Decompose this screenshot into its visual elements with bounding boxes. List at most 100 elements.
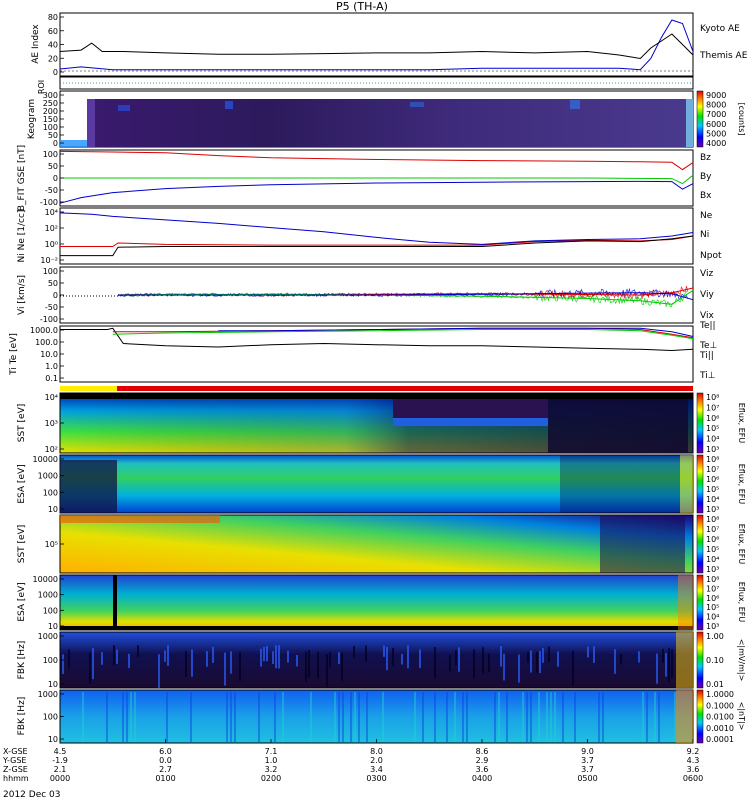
series-line-bfield-2	[59, 180, 694, 204]
cbtick-label-keogram: 9000	[706, 91, 726, 100]
keogram-ylabel: Keogram	[27, 99, 37, 139]
legend-themis-ae: Themis AE	[699, 51, 748, 61]
fbk-e-stripe	[167, 645, 169, 666]
fbk-e-stripe	[572, 651, 574, 686]
fbk-e-stripe	[401, 654, 403, 665]
fbk-b-stripe	[334, 692, 336, 742]
fbk-b-stripe	[598, 692, 600, 742]
ytick-label-ae: 60	[48, 27, 58, 36]
fbk-b-stripe	[350, 692, 352, 742]
ytick-label-velocity: 50	[48, 279, 58, 288]
ytick-label-velocity: -50	[45, 303, 58, 312]
fbk-e-ylabel: FBK [Hz]	[17, 641, 27, 680]
ytick-label-bfield: 100	[43, 150, 58, 159]
cbtick-label-sst-elec: 10⁴	[706, 555, 719, 564]
fbk-e-stripe	[665, 653, 667, 677]
fbk-b-stripe	[358, 692, 360, 742]
x-tick-label: 3.7	[581, 765, 594, 774]
ytick-label-esa-ion: 10000	[33, 455, 58, 464]
esa-elec-colorbar	[696, 574, 704, 631]
legend-vix: Vix	[700, 311, 714, 321]
cbtick-label-fbk-b: 0.0010	[706, 724, 734, 733]
ytick-label-keogram: 150	[43, 115, 58, 124]
ytick-label-density: 10²	[45, 224, 58, 233]
series-line-temperature-0	[60, 327, 694, 352]
keogram-colorbar	[696, 90, 704, 148]
fbk-e-stripe	[308, 650, 310, 678]
ytick-label-keogram: 200	[43, 107, 58, 116]
x-tick-label: 3.6	[687, 765, 700, 774]
fbk-e-colorbar-label: <|mV/m|>	[737, 639, 746, 682]
fbk-b-stripe	[654, 692, 656, 742]
cbtick-label-keogram: 7000	[706, 110, 726, 119]
fbk-b-stripe	[550, 692, 552, 742]
fbk-e-stripe	[536, 652, 538, 673]
panel-density-frame	[59, 207, 694, 265]
ytick-label-bfield: 50	[48, 162, 58, 171]
cbtick-label-fbk-b: 1.0000	[706, 690, 734, 699]
ytick-label-ae: 20	[48, 54, 58, 63]
temperature-series-lines	[60, 327, 694, 352]
panel-temperature-frame	[59, 325, 694, 383]
x-tick-label: 2.0	[370, 756, 383, 765]
fbk-b-stripe	[522, 692, 524, 742]
cbtick-label-sst-ion: 10⁴	[706, 435, 719, 444]
ytick-label-esa-ion: 10	[48, 505, 58, 514]
cbtick-label-esa-elec: 10⁸	[706, 575, 719, 584]
fbk-e-stripe	[530, 650, 532, 673]
velocity-series-lines	[117, 287, 694, 305]
x-tick-label: 2.7	[159, 765, 172, 774]
legend-bz: Bz	[700, 153, 711, 163]
fbk-e-stripe	[473, 649, 475, 678]
fbk-b-stripe	[310, 692, 312, 742]
cbtick-label-esa-ion: 10⁸	[706, 455, 719, 464]
series-line-velocity-2	[118, 292, 694, 301]
density-ylabel: Ni Ne [1/cc]	[17, 210, 27, 263]
sst-ion-ylabel: SST [eV]	[17, 404, 27, 443]
legend-ne: Ne	[700, 211, 713, 221]
esa-ion-edge	[680, 455, 693, 513]
fbk-b-stripe	[130, 692, 132, 742]
fbk-e-stripe	[383, 645, 385, 657]
ytick-label-bfield: -100	[40, 198, 58, 207]
fbk-e-stripe	[89, 652, 91, 684]
ytick-label-ae: 0	[53, 68, 58, 77]
x-tick-label: 0.0	[159, 756, 172, 765]
cbtick-label-esa-elec: 10⁴	[706, 613, 719, 622]
ytick-label-fbk-b: 10	[48, 735, 58, 744]
fbk-b-stripe	[446, 692, 448, 742]
ytick-label-velocity: 100	[43, 267, 58, 276]
fbk-e-stripe	[116, 649, 118, 664]
cbtick-label-esa-elec: 10⁵	[706, 603, 719, 612]
fbk-e-stripe	[392, 647, 394, 667]
cbtick-label-fbk-e: 1.00	[706, 632, 724, 641]
fbk-e-stripe	[620, 653, 622, 665]
panel-ae-frame	[59, 12, 694, 77]
fbk-b-stripe	[122, 692, 124, 742]
fbk-b-stripe	[126, 692, 128, 742]
fbk-b-stripe	[338, 692, 340, 742]
fbk-e-stripe	[662, 648, 664, 664]
fbk-e-stripe	[671, 649, 673, 678]
cbtick-label-esa-elec: 10³	[706, 622, 719, 631]
x-tick-label: -1.9	[52, 756, 68, 765]
fbk-e-y-axis: 1000 100 10	[38, 632, 64, 689]
series-line-density-1	[59, 212, 694, 245]
cbtick-label-keogram: 6000	[706, 120, 726, 129]
sst-ion-colorbar	[696, 392, 704, 454]
fbk-e-stripe	[488, 653, 490, 673]
fbk-b-stripe	[658, 692, 660, 742]
x-axis-ticks	[59, 739, 694, 743]
fbk-e-stripe	[593, 646, 595, 663]
fbk-e-stripe	[482, 647, 484, 674]
cbtick-label-sst-ion: 10⁶	[706, 414, 719, 423]
density-series-lines	[59, 212, 694, 257]
fbk-e-stripe	[419, 649, 421, 669]
fbk-b-stripe	[526, 692, 528, 742]
ytick-label-sst-ion: 10⁴	[45, 393, 58, 402]
legend-viy: Viy	[700, 290, 714, 300]
fbk-b-stripe	[602, 692, 604, 742]
ytick-label-fbk-e: 1000	[38, 632, 58, 641]
